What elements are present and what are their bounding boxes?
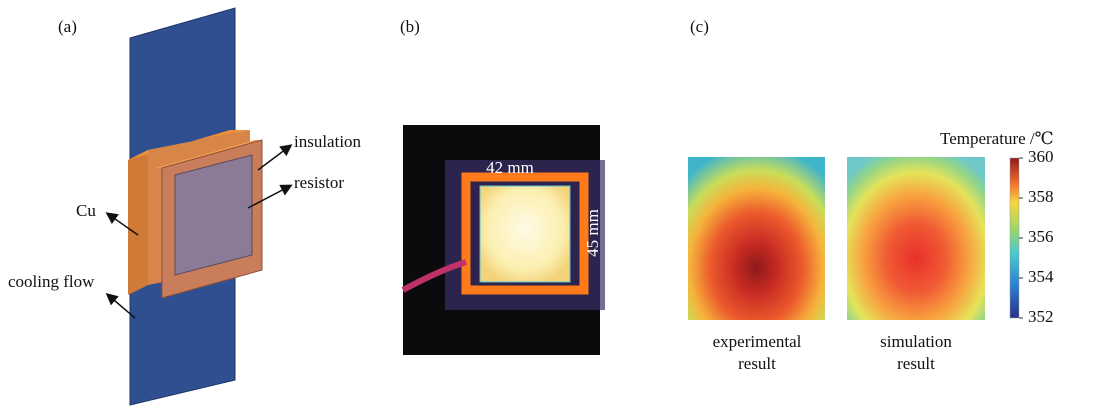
caption: experimental — [713, 332, 802, 351]
annotation: insulation — [294, 132, 362, 151]
tick-label: 356 — [1028, 227, 1054, 246]
caption: simulation — [880, 332, 952, 351]
experimental-map — [688, 157, 825, 320]
caption: result — [897, 354, 935, 373]
annotation: cooling flow — [8, 272, 95, 291]
tick-label: 360 — [1028, 147, 1054, 166]
tick-label: 354 — [1028, 267, 1054, 286]
annotation: Cu — [76, 201, 96, 220]
dimension: 42 mm — [486, 158, 534, 177]
simulation-map — [847, 157, 985, 320]
annotation: resistor — [294, 173, 344, 192]
panel-label: (a) — [58, 17, 77, 36]
resistor — [175, 155, 252, 275]
cu-side — [128, 150, 148, 295]
colorbar — [1010, 158, 1019, 318]
panel-label: (c) — [690, 17, 709, 36]
tick-label: 352 — [1028, 307, 1054, 326]
arrow — [258, 146, 290, 170]
caption: result — [738, 354, 776, 373]
tick-label: 358 — [1028, 187, 1054, 206]
panel-label: (b) — [400, 17, 420, 36]
figure: (a) insulation resistor Cu cooling flow … — [0, 0, 1101, 406]
colorbar-title: Temperature /℃ — [940, 129, 1054, 148]
heated-area — [480, 186, 570, 282]
dimension: 45 mm — [583, 209, 602, 257]
